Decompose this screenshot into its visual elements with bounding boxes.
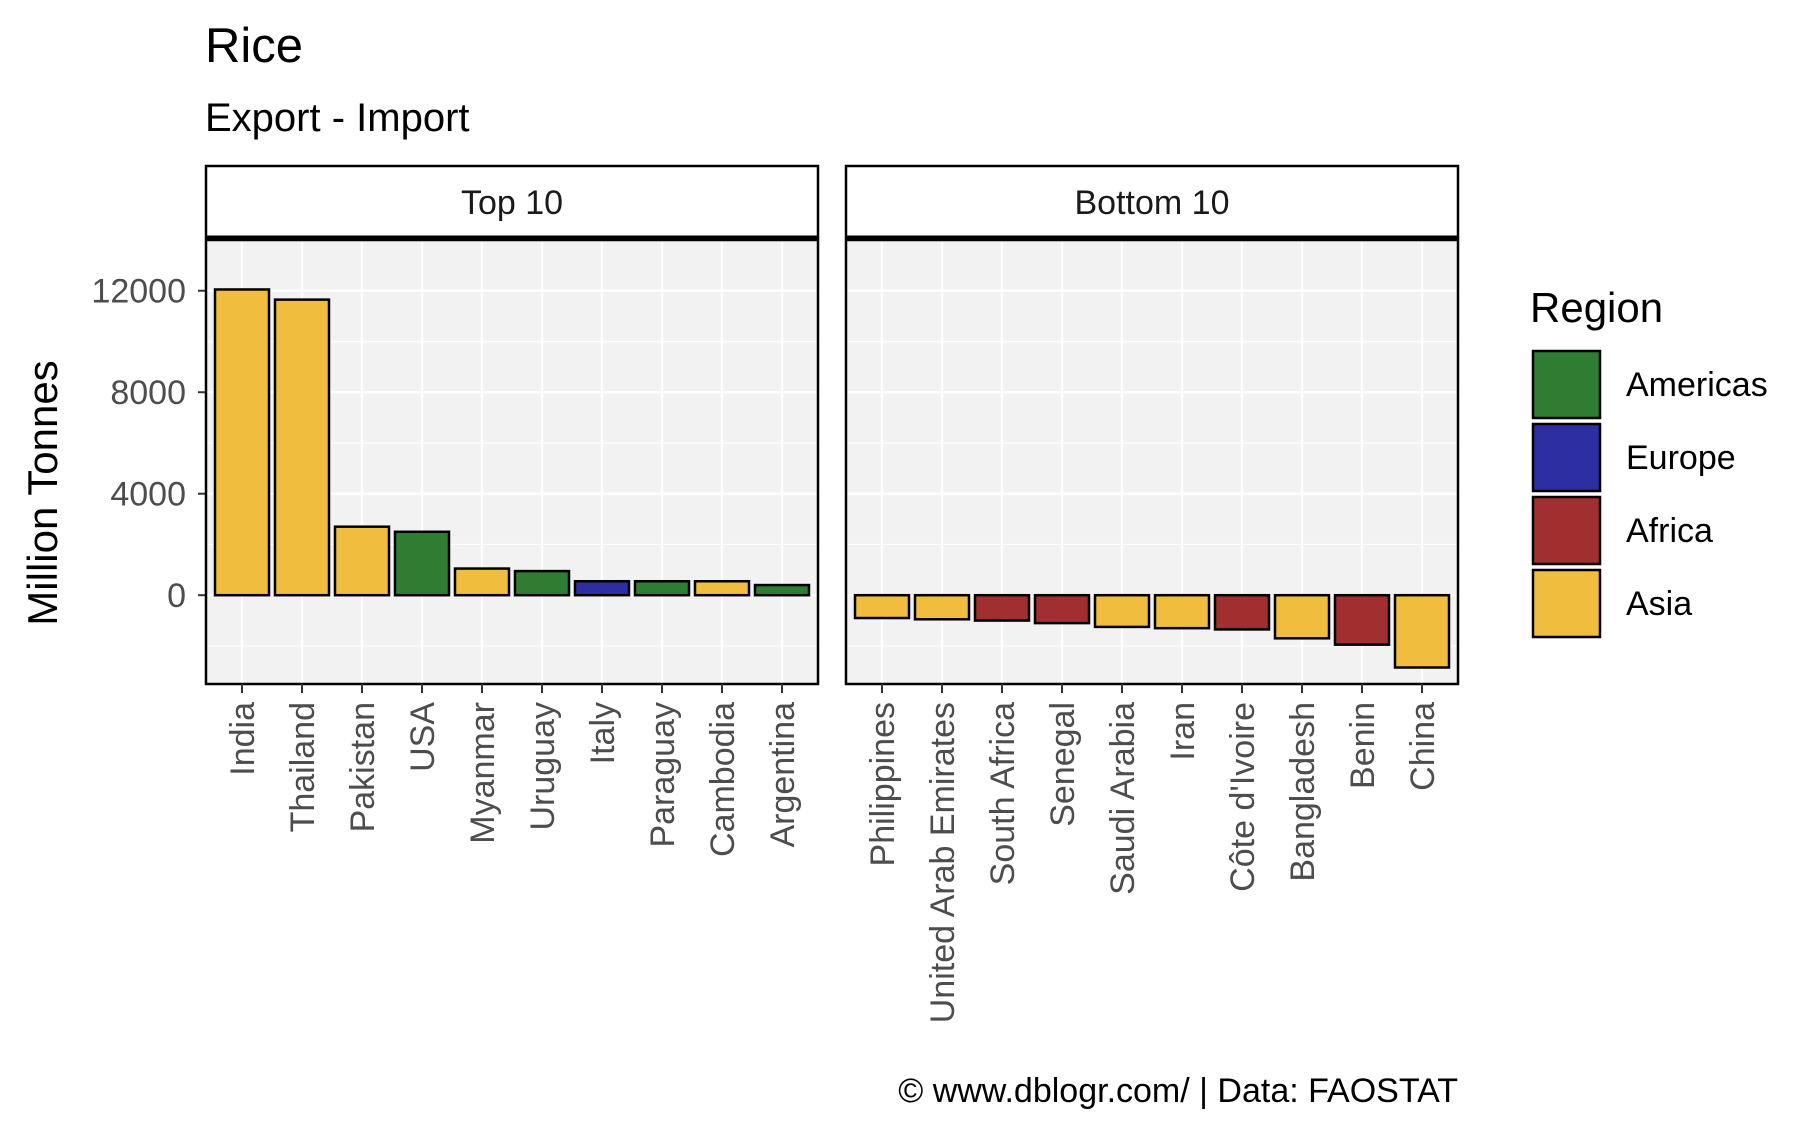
x-tick-label-paraguay: Paraguay — [644, 702, 682, 848]
legend-title: Region — [1530, 284, 1663, 331]
x-tick-label-uruguay: Uruguay — [524, 702, 562, 831]
bar-cote-d-ivoire — [1213, 593, 1271, 631]
x-tick-label-benin: Benin — [1344, 702, 1382, 789]
bar-philippines — [853, 593, 911, 620]
y-tick-label: 4000 — [110, 476, 186, 514]
legend-key-africa — [1531, 495, 1602, 566]
x-tick-label-myanmar: Myanmar — [464, 702, 502, 844]
bar-senegal — [1033, 593, 1091, 625]
y-tick-label: 8000 — [110, 374, 186, 412]
legend-label-americas: Americas — [1626, 366, 1768, 404]
bar-united-arab-emirates — [913, 593, 971, 621]
bar-uruguay — [513, 569, 571, 597]
bar-cambodia — [693, 579, 751, 597]
bar-india — [213, 288, 271, 597]
legend-label-africa: Africa — [1626, 512, 1713, 550]
bar-iran — [1153, 593, 1211, 630]
legend-key-europe — [1531, 422, 1602, 493]
panel-bottom-10: Bottom 10 Philippines United Arab Emirates… — [844, 164, 1460, 1023]
bar-thailand — [273, 298, 331, 597]
legend: Region Americas Europe Africa Asia — [1530, 284, 1768, 639]
chart-caption: © www.dblogr.com/ | Data: FAOSTAT — [898, 1072, 1458, 1110]
bar-south-africa — [973, 593, 1031, 622]
x-tick-label-thailand: Thailand — [284, 702, 322, 832]
bar-saudi-arabia — [1093, 593, 1151, 629]
bar-argentina — [753, 583, 811, 597]
y-axis-label: Million Tonnes — [19, 360, 66, 625]
x-tick-label-usa: USA — [404, 702, 442, 772]
chart-subtitle: Export - Import — [205, 96, 470, 140]
facet-strip-label: Top 10 — [461, 184, 563, 222]
x-tick-label-pakistan: Pakistan — [344, 702, 382, 832]
x-tick-label-iran: Iran — [1164, 702, 1202, 761]
x-tick-label-argentina: Argentina — [764, 702, 802, 848]
legend-key-asia — [1531, 568, 1602, 639]
bar-myanmar — [453, 567, 511, 597]
bar-paraguay — [633, 579, 691, 597]
y-tick-label: 0 — [167, 577, 186, 615]
x-tick-label-senegal: Senegal — [1044, 702, 1082, 827]
x-tick-label-bangladesh: Bangladesh — [1284, 702, 1322, 882]
x-tick-label-cote-d-ivoire: Côte d'Ivoire — [1224, 702, 1262, 892]
legend-label-europe: Europe — [1626, 439, 1736, 477]
bar-bangladesh — [1273, 593, 1331, 640]
x-tick-label-italy: Italy — [584, 702, 622, 764]
x-tick-label-united-arab-emirates: United Arab Emirates — [924, 702, 962, 1023]
legend-key-americas — [1531, 349, 1602, 420]
chart-panels: 0 4000 8000 12000 Top 10 India Thailand Pakista… — [91, 164, 1460, 1023]
panel-top-10: Top 10 India Thailand Pakistan USA Myanmar Uru… — [204, 164, 820, 857]
bar-benin — [1333, 593, 1391, 646]
bar-pakistan — [333, 525, 391, 597]
x-tick-label-india: India — [224, 702, 262, 776]
y-tick-label: 12000 — [91, 273, 186, 311]
legend-label-asia: Asia — [1626, 585, 1692, 623]
x-tick-label-saudi-arabia: Saudi Arabia — [1104, 702, 1142, 895]
x-tick-label-south-africa: South Africa — [984, 702, 1022, 885]
bar-italy — [573, 579, 631, 597]
x-tick-label-cambodia: Cambodia — [704, 702, 742, 857]
bar-china — [1393, 593, 1451, 669]
facet-strip-label: Bottom 10 — [1075, 184, 1230, 222]
x-tick-label-china: China — [1404, 702, 1442, 791]
bar-usa — [393, 530, 451, 597]
chart-title: Rice — [205, 19, 303, 73]
x-tick-label-philippines: Philippines — [864, 702, 902, 866]
